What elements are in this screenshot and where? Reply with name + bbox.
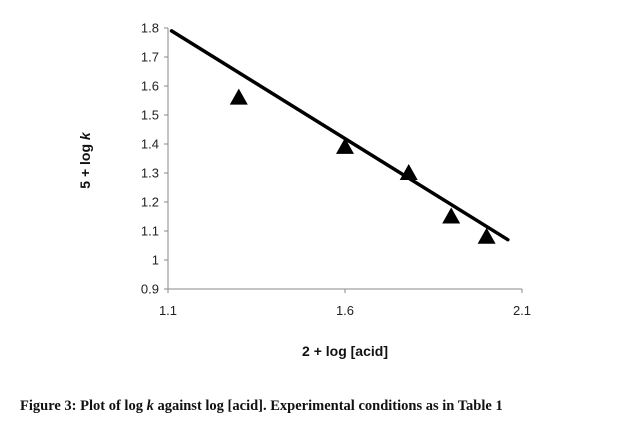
y-tick-label: 1.2 [141, 195, 159, 210]
x-axis-title: 2 + log [acid] [302, 343, 388, 359]
y-axis-title-prefix: 5 + log [77, 140, 93, 189]
trendline-group [169, 29, 510, 242]
data-point-triangle [336, 137, 354, 154]
x-tick-label: 1.1 [159, 303, 177, 318]
data-point-triangle [477, 227, 496, 244]
figure-caption: Figure 3: Plot of log k against log [aci… [20, 398, 620, 415]
data-point-triangle [442, 207, 461, 224]
axes [167, 28, 522, 290]
caption-prefix: Figure 3: Plot of log [20, 398, 147, 414]
y-tick-label: 1.4 [141, 137, 159, 152]
data-point-triangle [229, 88, 248, 105]
y-tick-label: 1 [152, 253, 159, 268]
caption-italic: k [146, 398, 154, 414]
y-axis-title-italic: k [77, 131, 93, 140]
caption-suffix: against log [acid]. Experimental conditi… [153, 398, 503, 414]
y-ticks: 0.9 1 1.1 1.2 1.3 1.4 1.5 1.6 1.7 1.8 [141, 21, 168, 297]
y-tick-label: 0.9 [141, 282, 159, 297]
y-axis-title: 5 + log k [77, 131, 93, 189]
y-tick-label: 1.3 [141, 166, 159, 181]
x-tick-label: 2.1 [513, 303, 531, 318]
chart: 0.9 1 1.1 1.2 1.3 1.4 1.5 1.6 1.7 1.8 1.1 1.6 2.1 2… [77, 21, 531, 360]
data-points [229, 88, 496, 244]
y-tick-label: 1.8 [141, 21, 159, 36]
y-tick-label: 1.6 [141, 79, 159, 94]
data-point-triangle [399, 164, 418, 180]
trendline [169, 29, 510, 242]
x-ticks: 1.1 1.6 2.1 [159, 289, 531, 318]
x-tick-label: 1.6 [336, 303, 354, 318]
y-tick-label: 1.5 [141, 108, 159, 123]
y-tick-label: 1.1 [141, 224, 159, 239]
y-tick-label: 1.7 [141, 50, 159, 65]
